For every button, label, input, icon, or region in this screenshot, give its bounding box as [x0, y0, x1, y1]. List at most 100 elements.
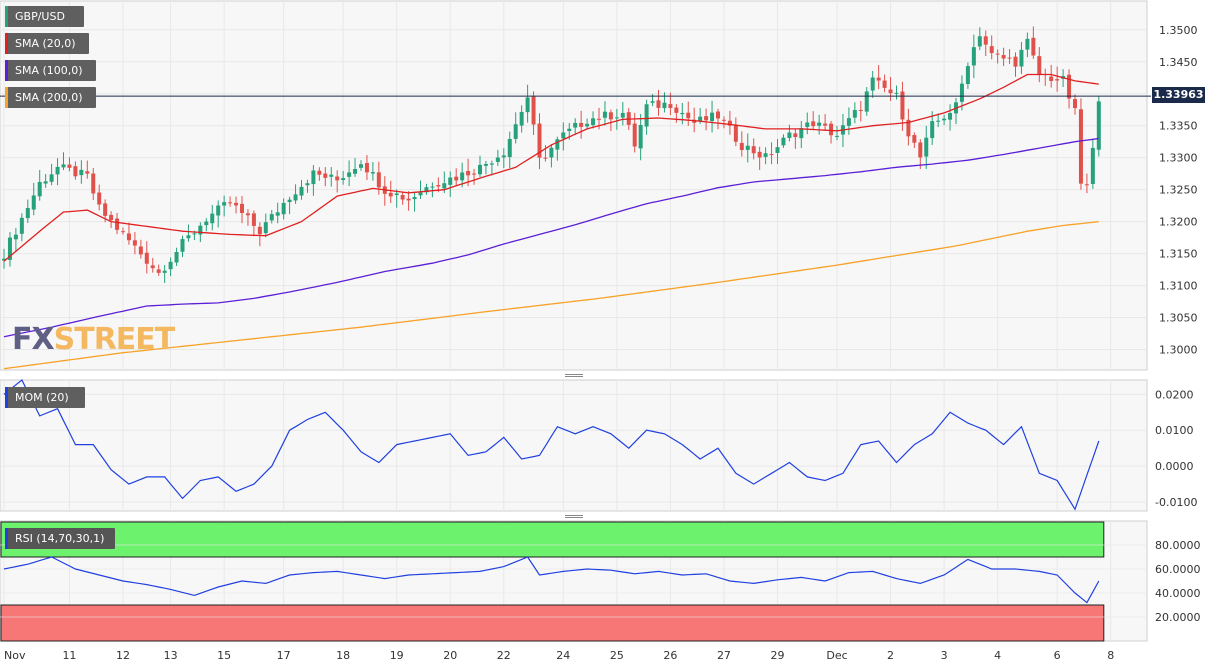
legend-sma20[interactable]: SMA (20,0) [5, 33, 89, 54]
candle-body-96 [573, 122, 578, 128]
pane-resize-handle-2[interactable] [565, 515, 583, 520]
candle-body-98 [585, 123, 590, 127]
candle-body-126 [751, 146, 756, 154]
candle-body-148 [882, 80, 887, 88]
candle-body-55 [329, 174, 334, 177]
mom-tick-label-0: 0.0200 [1155, 388, 1194, 401]
legend-sma20-swatch [5, 33, 8, 54]
candle-body-3 [19, 217, 24, 234]
candle-body-44 [263, 222, 268, 234]
candle-body-10 [61, 164, 66, 168]
rsi-tick-label-0: 80.0000 [1155, 539, 1201, 552]
legend-sma100[interactable]: SMA (100,0) [5, 60, 96, 81]
candle-body-53 [317, 170, 322, 175]
candle-body-121 [721, 119, 726, 121]
legend-sma200[interactable]: SMA (200,0) [5, 87, 96, 108]
x-tick-label-6: 18 [336, 649, 350, 662]
legend-mom-swatch [5, 387, 8, 408]
candle-body-35 [210, 213, 215, 224]
candle-body-107 [638, 124, 643, 149]
candle-body-129 [769, 154, 774, 156]
candle-body-52 [311, 170, 316, 185]
x-tick-label-7: 19 [390, 649, 404, 662]
candle-body-156 [930, 121, 935, 139]
candle-body-146 [870, 77, 875, 91]
candle-body-113 [674, 107, 679, 113]
rsi-tick-label-3: 20.0000 [1155, 611, 1201, 624]
candle-body-127 [757, 151, 762, 158]
candle-body-112 [668, 104, 673, 108]
sma200-line [3, 220, 1099, 370]
candle-body-119 [710, 112, 715, 122]
rsi-line [3, 556, 1100, 604]
x-tick-label-20: 8 [1107, 649, 1114, 662]
pane-resize-handle-1[interactable] [565, 374, 583, 379]
candle-body-85 [507, 138, 512, 158]
candle-body-164 [977, 36, 982, 47]
candle-body-56 [335, 176, 340, 181]
candle-body-135 [805, 122, 810, 127]
candle-body-63 [376, 172, 381, 188]
candle-body-39 [234, 202, 239, 206]
candle-body-181 [1078, 109, 1083, 184]
candle-body-2 [13, 234, 18, 240]
candle-body-23 [138, 246, 143, 255]
x-tick-label-5: 17 [277, 649, 291, 662]
x-tick-label-1: 11 [62, 649, 76, 662]
price-tick-label-9: 1.3050 [1159, 312, 1198, 325]
candle-body-133 [793, 133, 798, 138]
candle-body-5 [31, 195, 36, 210]
candle-body-184 [1096, 101, 1101, 150]
pane-bg-0 [0, 0, 1148, 371]
candle-body-27 [162, 270, 167, 273]
legend-mom-label: MOM (20) [15, 391, 69, 404]
candle-body-8 [49, 174, 54, 182]
legend-sma200-label: SMA (200,0) [15, 91, 83, 104]
x-tick-label-16: 2 [887, 649, 894, 662]
sma100-line [3, 137, 1099, 338]
candle-body-71 [424, 187, 429, 193]
candle-body-30 [180, 239, 185, 252]
x-tick-label-9: 22 [497, 649, 511, 662]
candle-body-101 [602, 111, 607, 118]
x-tick-label-3: 13 [164, 649, 178, 662]
candle-body-32 [192, 233, 197, 235]
candle-body-177 [1055, 79, 1060, 81]
candle-body-131 [781, 137, 786, 146]
candle-body-40 [240, 203, 244, 213]
price-tick-label-4: 1.3300 [1159, 152, 1198, 165]
candle-body-59 [353, 169, 358, 174]
candle-body-102 [608, 112, 613, 120]
legend-mom[interactable]: MOM (20) [5, 387, 85, 408]
candle-body-28 [168, 261, 173, 270]
rsi-tick-label-1: 60.0000 [1155, 563, 1201, 576]
candle-body-176 [1049, 76, 1054, 82]
candle-body-161 [959, 83, 964, 102]
candle-body-83 [495, 157, 500, 162]
candle-body-172 [1025, 38, 1030, 50]
legend-sma200-swatch [5, 87, 8, 108]
candle-body-74 [442, 183, 447, 189]
candle-body-183 [1090, 147, 1095, 184]
legend-rsi[interactable]: RSI (14,70,30,1) [5, 528, 115, 549]
candle-body-14 [85, 171, 90, 174]
x-tick-label-0: Nov [4, 649, 26, 662]
x-tick-label-4: 15 [217, 649, 231, 662]
legend-rsi-swatch [5, 528, 8, 549]
candle-body-100 [597, 118, 601, 120]
candle-body-79 [472, 173, 477, 175]
x-tick-label-11: 25 [610, 649, 624, 662]
x-tick-label-2: 12 [116, 649, 130, 662]
candle-body-0 [2, 258, 6, 261]
candle-body-143 [852, 109, 857, 118]
watermark-street: STREET [53, 322, 176, 357]
candle-body-182 [1084, 184, 1089, 186]
candle-body-19 [115, 218, 120, 230]
mom-tick-label-2: 0.0000 [1155, 460, 1194, 473]
candle-body-137 [817, 122, 822, 126]
candle-body-1 [7, 237, 12, 260]
candle-body-170 [1013, 56, 1018, 67]
legend-price[interactable]: GBP/USD [5, 6, 84, 27]
candle-body-34 [204, 221, 209, 226]
candle-body-38 [228, 202, 233, 204]
